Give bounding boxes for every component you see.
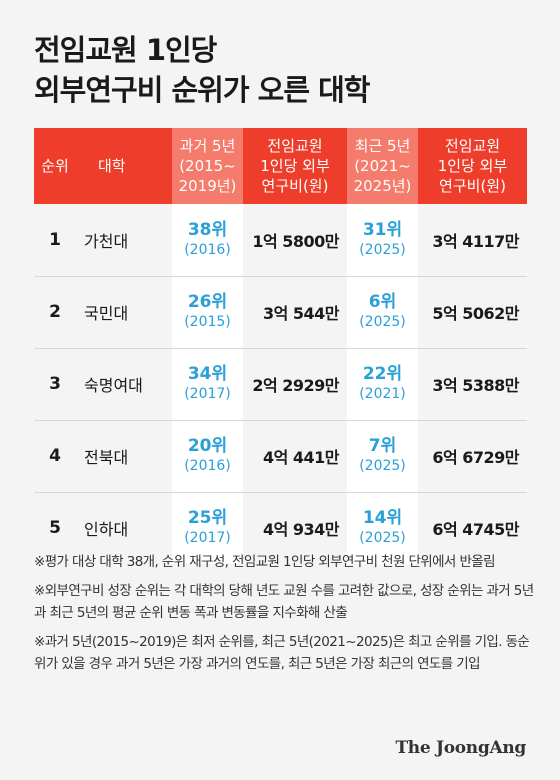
- header-line: (2021~: [354, 157, 411, 175]
- past-rank: 34위: [187, 364, 228, 384]
- university-cell: 국민대: [76, 276, 172, 349]
- title-line-2: 외부연구비 순위가 오른 대학: [34, 73, 370, 107]
- past-rank-cell: 25위 (2017): [172, 492, 243, 564]
- header-line: 1인당 외부: [260, 157, 330, 175]
- past-year: (2016): [184, 458, 231, 474]
- header-line: 1인당 외부: [437, 157, 508, 175]
- past-rank-cell: 26위 (2015): [172, 276, 243, 349]
- past-rank: 38위: [187, 219, 228, 240]
- rank-cell: 4: [34, 420, 76, 493]
- header-line: 과거 5년: [179, 137, 236, 155]
- past-rank: 20위: [187, 436, 228, 456]
- recent-rank: 6위: [368, 292, 397, 312]
- university-cell: 숙명여대: [76, 348, 172, 421]
- recent-rank: 14위: [362, 508, 403, 529]
- recent-rank: 31위: [362, 219, 403, 240]
- header-line: 연구비(원): [439, 177, 506, 195]
- past-value-cell: 1억 5800만: [243, 204, 347, 277]
- recent-rank-cell: 6위 (2025): [347, 276, 418, 349]
- header-recent-value: 전임교원 1인당 외부 연구비(원): [418, 128, 527, 204]
- table-row: 1 가천대 38위 (2016) 1억 5800만 31위 (2025) 3억 41…: [34, 204, 527, 277]
- university-cell: 인하대: [84, 520, 129, 540]
- university-cell: 가천대: [76, 204, 172, 277]
- past-value-cell: 3억 544만: [243, 276, 347, 349]
- table-row: 2 국민대 26위 (2015) 3억 544만 6위 (2025) 5억 5062…: [34, 276, 527, 349]
- rank-cell: 2: [34, 276, 76, 349]
- recent-year: (2025): [359, 241, 406, 258]
- past-value-cell: 4억 441만: [243, 420, 347, 493]
- past-year: (2016): [184, 241, 231, 258]
- recent-value-cell: 5억 5062만: [418, 276, 527, 349]
- header-line: 연구비(원): [261, 177, 329, 195]
- table-header-row: 순위 대학 과거 5년 (2015~ 2019년) 전임교원 1인당 외부 연구…: [34, 128, 527, 204]
- rank-cell: 1: [34, 204, 76, 277]
- recent-year: (2025): [359, 530, 406, 547]
- past-rank-cell: 34위 (2017): [172, 348, 243, 421]
- past-year: (2015): [184, 314, 231, 330]
- header-line: 2025년): [353, 177, 412, 195]
- past-value-cell: 2억 2929만: [243, 348, 347, 421]
- recent-rank: 22위: [362, 364, 403, 384]
- recent-value-cell: 3억 5388만: [418, 348, 527, 421]
- past-rank-cell: 20위 (2016): [172, 420, 243, 493]
- header-recent-period: 최근 5년 (2021~ 2025년): [347, 128, 418, 204]
- past-rank: 25위: [187, 508, 228, 529]
- footnote: ※과거 5년(2015~2019)은 최저 순위를, 최근 5년(2021~20…: [34, 634, 530, 672]
- title-line-1: 전임교원 1인당: [34, 33, 217, 67]
- header-university: 대학: [76, 128, 172, 204]
- footnotes: ※평가 대상 대학 38개, 순위 재구성, 전임교원 1인당 외부연구비 천원…: [34, 551, 534, 682]
- brand-logo: The JoongAng: [395, 738, 526, 758]
- rank-cell: 3: [34, 348, 76, 421]
- header-line: 최근 5년: [354, 137, 411, 155]
- header-line: 전임교원: [444, 137, 501, 155]
- header-past-period: 과거 5년 (2015~ 2019년): [172, 128, 243, 204]
- past-value-cell: 4억 934만: [262, 520, 340, 540]
- recent-rank-cell: 14위 (2025): [347, 492, 418, 564]
- header-rank: 순위: [34, 128, 76, 204]
- recent-rank: 7위: [368, 436, 397, 456]
- past-rank: 26위: [187, 292, 228, 312]
- header-past-value: 전임교원 1인당 외부 연구비(원): [243, 128, 347, 204]
- header-line: 전임교원: [267, 137, 323, 155]
- footnote: ※외부연구비 성장 순위는 각 대학의 당해 년도 교원 수를 고려한 값으로,…: [34, 583, 534, 621]
- ranking-table: 순위 대학 과거 5년 (2015~ 2019년) 전임교원 1인당 외부 연구…: [34, 128, 527, 564]
- header-line: (2015~: [179, 157, 236, 175]
- recent-value-cell: 3억 4117만: [418, 204, 527, 277]
- recent-value-cell: 6억 6729만: [418, 420, 527, 493]
- recent-year: (2025): [359, 458, 406, 474]
- recent-year: (2021): [359, 386, 406, 402]
- past-year: (2017): [184, 386, 231, 402]
- past-rank-cell: 38위 (2016): [172, 204, 243, 277]
- university-cell: 전북대: [76, 420, 172, 493]
- rank-cell: 5: [49, 518, 61, 539]
- recent-rank-cell: 22위 (2021): [347, 348, 418, 421]
- table-row: 4 전북대 20위 (2016) 4억 441만 7위 (2025) 6억 6729…: [34, 420, 527, 493]
- footnote: ※평가 대상 대학 38개, 순위 재구성, 전임교원 1인당 외부연구비 천원…: [34, 554, 496, 570]
- header-line: 2019년): [178, 177, 237, 195]
- page-title: 전임교원 1인당 외부연구비 순위가 오른 대학: [34, 30, 370, 110]
- recent-rank-cell: 31위 (2025): [347, 204, 418, 277]
- table-row: 3 숙명여대 34위 (2017) 2억 2929만 22위 (2021) 3억 5…: [34, 348, 527, 421]
- recent-rank-cell: 7위 (2025): [347, 420, 418, 493]
- past-year: (2017): [184, 530, 231, 547]
- table-row: 5 인하대 25위 (2017) 4억 934만 14위 (2025) 6억 474…: [34, 492, 527, 564]
- recent-value-cell: 6억 4745만: [432, 520, 519, 540]
- recent-year: (2025): [359, 314, 406, 330]
